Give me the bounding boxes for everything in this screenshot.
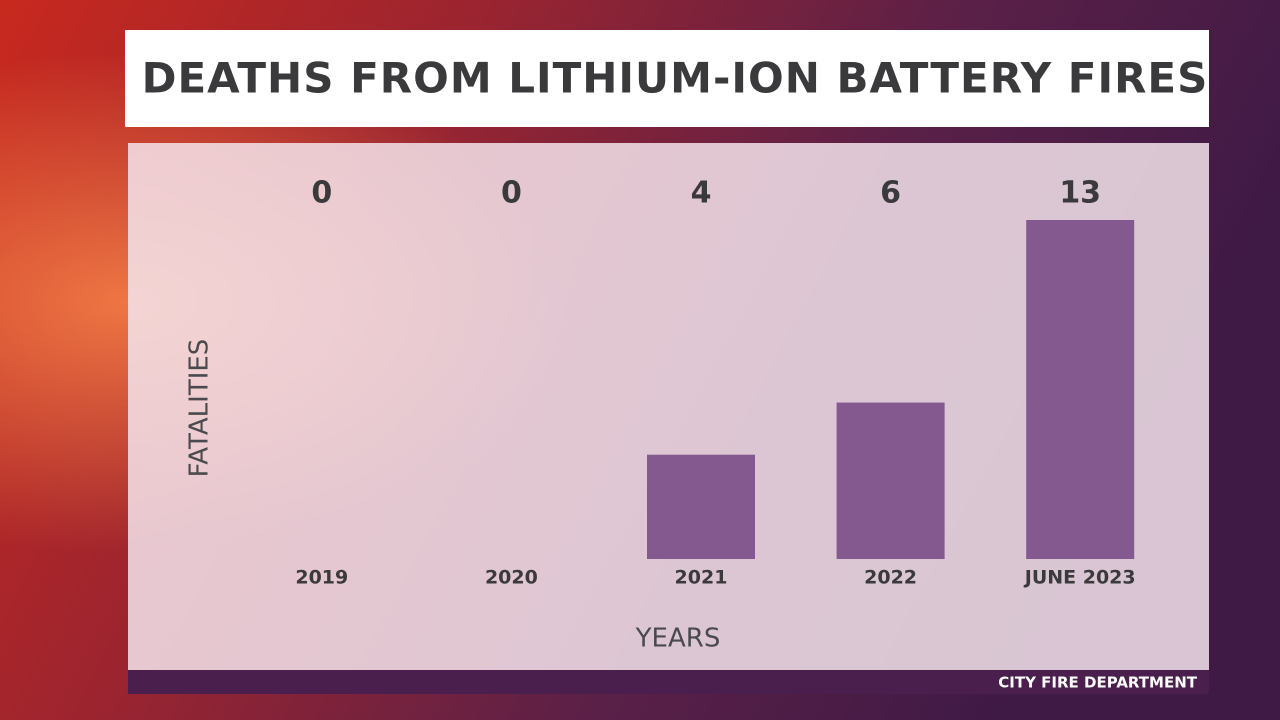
- bar: [1026, 220, 1135, 559]
- x-axis-label: YEARS: [635, 624, 721, 654]
- source: CITY FIRE DEPARTMENT: [998, 674, 1198, 692]
- bar: [647, 454, 755, 559]
- x-tick-label: JUNE 2023: [1023, 567, 1136, 589]
- data-label: 0: [311, 176, 332, 211]
- data-label: 0: [501, 176, 522, 211]
- y-axis-label: FATALITIES: [185, 339, 215, 478]
- x-tick-label: 2020: [485, 567, 538, 589]
- x-tick-label: 2022: [864, 567, 917, 589]
- x-tick-label: 2019: [295, 567, 348, 589]
- data-label: 4: [691, 176, 712, 211]
- x-tick-label: 2021: [675, 567, 728, 589]
- data-label: 6: [880, 176, 901, 211]
- data-label: 13: [1059, 176, 1101, 211]
- chart-title: DEATHS FROM LITHIUM-ION BATTERY FIRES: [142, 54, 1209, 103]
- bar: [836, 402, 945, 559]
- title-box: [125, 30, 1209, 127]
- footer-bar: [128, 670, 1209, 694]
